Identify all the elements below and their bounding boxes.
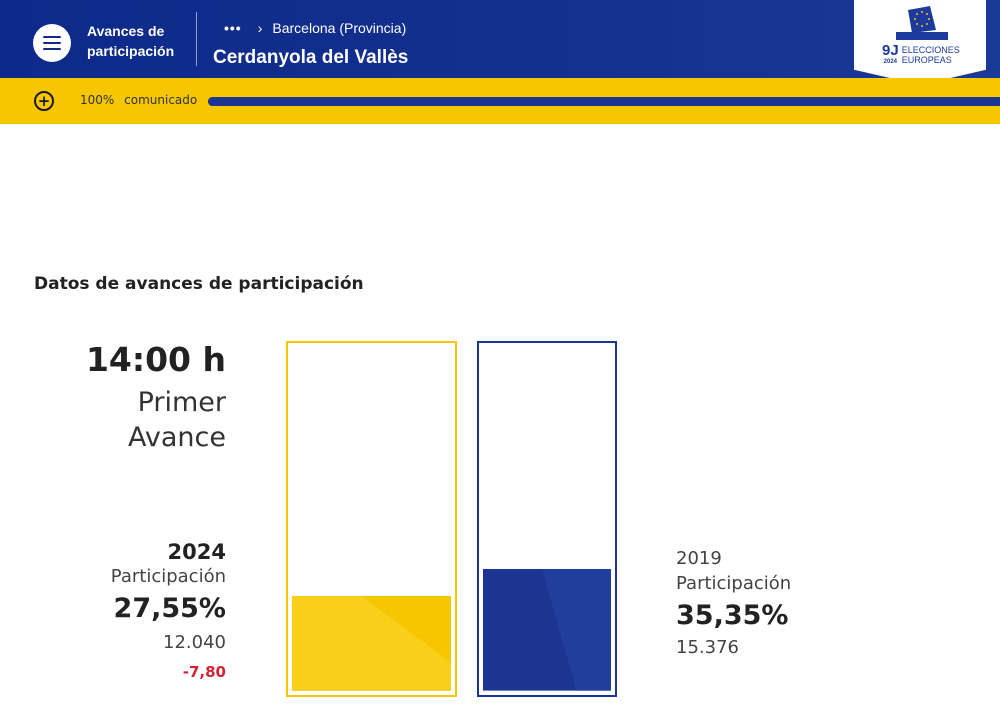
section-title: Datos de avances de participación: [34, 274, 364, 294]
logo-line1: ELECCIONES: [901, 45, 960, 55]
current-year-block: 2024 Participación 27,55% 12.040 -7,80: [111, 540, 226, 681]
ellipsis-icon[interactable]: •••: [224, 20, 242, 36]
avance-name-line1: Primer: [137, 387, 226, 418]
current-participation-fill: [292, 596, 451, 691]
current-year: 2024: [167, 540, 226, 564]
progress-bar: [208, 97, 1000, 106]
logo-text: 9J 2024 ELECCIONES EUROPEAS: [882, 42, 960, 66]
progress-strip: + 100% comunicado: [0, 78, 1000, 124]
previous-year-block: 2019 Participación 35,35% 15.376: [676, 548, 791, 658]
app-title: Avances de participación: [87, 23, 175, 59]
logo-line2: EUROPEAS: [901, 55, 952, 65]
top-header: Avances de participación ••• › Barcelona…: [0, 0, 1000, 85]
progress-status: comunicado: [124, 93, 198, 107]
previous-year: 2019: [676, 548, 722, 569]
current-label: Participación: [110, 566, 226, 587]
avance-time: 14:00 h: [85, 340, 226, 379]
progress-percent: 100%: [80, 93, 115, 107]
logo-mark: 9J: [882, 42, 899, 59]
header-divider: [196, 12, 197, 66]
breadcrumb-parent-link[interactable]: Barcelona (Provincia): [272, 20, 407, 36]
previous-count: 15.376: [676, 637, 739, 658]
previous-participation-fill: [483, 569, 611, 691]
current-participation-bar: [286, 341, 457, 697]
progress-bar-fill: [208, 97, 1000, 106]
elections-logo[interactable]: 9J 2024 ELECCIONES EUROPEAS: [854, 0, 986, 85]
previous-percent: 35,35%: [676, 600, 789, 631]
avance-name: Primer Avance: [128, 385, 226, 455]
current-percent: 27,55%: [113, 593, 226, 624]
breadcrumb: ••• › Barcelona (Provincia): [224, 20, 406, 36]
hamburger-icon[interactable]: [33, 24, 71, 62]
previous-participation-bar: [477, 341, 617, 697]
current-diff: -7,80: [182, 663, 226, 681]
avance-name-line2: Avance: [128, 422, 226, 453]
chevron-right-icon: ›: [257, 20, 263, 36]
ballot-box-icon: [896, 6, 948, 40]
previous-label: Participación: [676, 573, 792, 594]
current-count: 12.040: [163, 632, 226, 653]
page-title: Cerdanyola del Vallès: [213, 47, 409, 68]
plus-circle-icon[interactable]: +: [34, 91, 54, 111]
progress-label: 100% comunicado: [80, 93, 197, 107]
logo-year: 2024: [883, 59, 898, 65]
